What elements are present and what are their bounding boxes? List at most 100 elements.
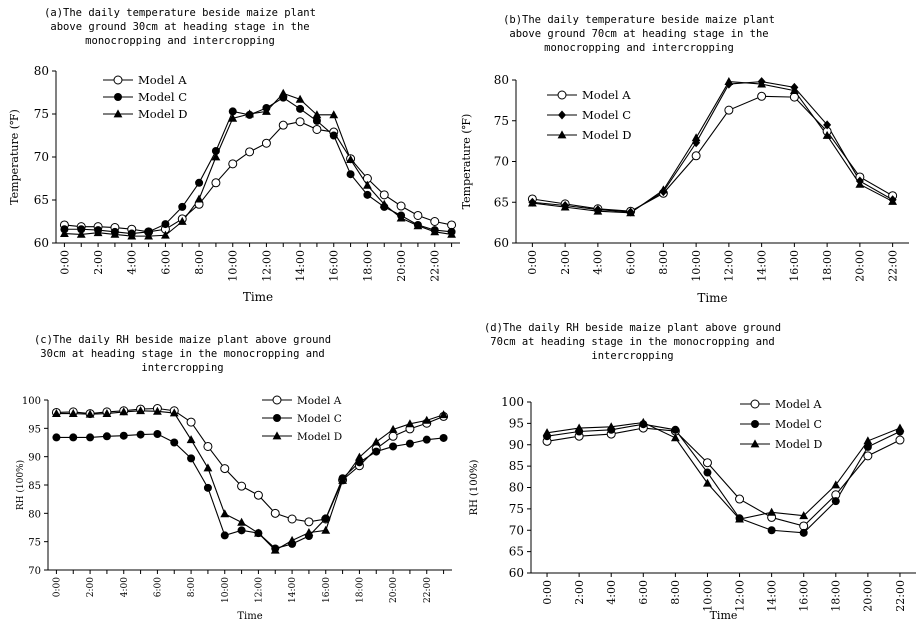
chart-a-legend-marker	[114, 93, 122, 101]
chart-a-x-tick-label: 20:00	[395, 250, 408, 282]
chart-c-rh-30cm: (c)The daily RH beside maize plant above…	[0, 315, 460, 626]
chart-b-legend-label: Model D	[582, 128, 631, 142]
chart-a-series-1-point	[245, 147, 255, 157]
chart-b-series-3-point	[822, 130, 832, 139]
chart-c-x-tick-label: 8:00	[187, 577, 197, 597]
chart-c-series-2-point	[170, 438, 179, 447]
chart-b-y-axis-label: Temperature (℉)	[460, 114, 473, 210]
chart-a-y-tick-label: 80	[34, 64, 49, 78]
chart-c-x-tick-label: 10:00	[221, 577, 231, 603]
chart-a-series-3-point	[228, 113, 238, 122]
chart-b-series-3-point	[789, 85, 799, 94]
chart-a-series-3-point	[363, 180, 372, 189]
chart-d-series-2-point	[799, 528, 808, 537]
chart-a-series-2-point	[363, 190, 372, 199]
chart-c-series-3-point	[371, 437, 381, 446]
chart-b-y-tick-label: 65	[494, 195, 509, 209]
chart-c-x-tick-label: 12:00	[255, 577, 265, 603]
chart-c-y-tick-label: 80	[28, 509, 41, 520]
chart-c-series-2-point	[52, 433, 61, 442]
chart-c-series-3-point	[270, 545, 280, 554]
chart-a-series-1-point	[211, 178, 221, 188]
chart-c-x-tick-label: 16:00	[322, 577, 332, 603]
chart-a-series-3-point	[60, 228, 69, 237]
chart-c-series-2-point	[220, 531, 229, 540]
chart-b-x-tick-label: 2:00	[559, 250, 572, 275]
chart-d-y-tick-label: 60	[509, 566, 524, 580]
chart-b-legend-label: Model C	[582, 108, 631, 122]
chart-d-series-1-point	[799, 521, 809, 531]
chart-a-series-3-point	[278, 88, 288, 97]
chart-d-series-3-point	[735, 514, 744, 523]
chart-c-series-line-3	[56, 410, 444, 551]
chart-a-series-2-point	[312, 116, 321, 125]
chart-c-series-2-point	[86, 433, 95, 442]
chart-c-title-line-1: (c)The daily RH beside maize plant above…	[33, 334, 332, 346]
chart-c-series-2-point	[102, 432, 111, 441]
chart-c-y-tick-label: 95	[28, 424, 41, 435]
chart-d-x-tick-label: 6:00	[637, 580, 650, 605]
chart-d-plot: 60 65 70 75 80 85 90 95 100 0:00 2:00 4:00 6:00 8:00 1…	[469, 395, 916, 622]
chart-a-series-line-1	[64, 121, 452, 233]
chart-a-series-2-point	[77, 225, 86, 234]
chart-c-series-2-point	[136, 430, 145, 439]
chart-d-y-tick-label: 80	[509, 481, 524, 495]
chart-b-series-1-point	[691, 151, 701, 161]
chart-a-series-1-point	[430, 217, 440, 226]
chart-b-legend-marker	[557, 130, 567, 139]
chart-d-x-tick-label: 8:00	[669, 580, 682, 605]
chart-a-y-tick-label: 60	[34, 236, 49, 250]
chart-c-series-3-point	[254, 528, 263, 537]
chart-b-series-3-point	[527, 198, 537, 207]
chart-a-series-2-point	[296, 104, 305, 113]
chart-b-y-tick-label: 80	[494, 73, 509, 87]
chart-c-legend-marker	[273, 414, 281, 422]
chart-d-x-axis-label: Time	[710, 609, 738, 622]
chart-c-series-1-point	[186, 417, 196, 427]
chart-d-y-tick-label: 95	[509, 416, 524, 430]
chart-a-series-3-point	[396, 213, 406, 222]
chart-a-x-tick-label: 8:00	[193, 250, 206, 275]
chart-d-legend-marker	[750, 399, 760, 409]
chart-c-y-tick-label: 75	[28, 538, 41, 549]
chart-a-series-2-point	[178, 202, 187, 211]
chart-c-series-2-point	[69, 433, 78, 442]
chart-d-title-line-2: 70cm at heading stage in the monocroppin…	[490, 336, 775, 348]
chart-c-x-tick-label: 4:00	[120, 577, 130, 597]
chart-c-title-line-2: 30cm at heading stage in the monocroppin…	[40, 348, 325, 360]
chart-b-x-tick-label: 18:00	[821, 250, 834, 282]
chart-c-series-3-point	[422, 415, 432, 424]
chart-c-series-1-point	[203, 441, 213, 451]
chart-d-series-3-point	[542, 428, 552, 437]
chart-a-series-3-point	[76, 229, 86, 238]
chart-a-legend-marker	[113, 109, 123, 118]
chart-b-legend-marker	[557, 90, 567, 100]
chart-c-series-3-point	[68, 409, 78, 417]
chart-c-series-3-point	[388, 424, 398, 433]
chart-d-y-tick-label: 100	[501, 395, 524, 409]
chart-c-x-tick-label: 2:00	[86, 577, 96, 597]
chart-a-series-1-point	[447, 220, 457, 230]
chart-b-x-tick-label: 20:00	[854, 250, 867, 282]
chart-b-title-line-3: monocropping and intercropping	[544, 42, 734, 54]
chart-c-y-tick-label: 85	[28, 481, 41, 492]
chart-a-series-3-point	[262, 106, 271, 115]
chart-d-y-tick-label: 90	[509, 438, 524, 452]
chart-a-series-3-point	[194, 194, 204, 203]
chart-b-title-line-2: above ground 70cm at heading stage in th…	[509, 28, 769, 40]
chart-b-x-tick-label: 22:00	[886, 250, 899, 282]
chart-d-legend-label: Model D	[775, 438, 822, 451]
chart-c-series-1-point	[304, 517, 314, 527]
chart-a-series-2-point	[195, 178, 204, 187]
chart-d-series-1-point	[895, 435, 905, 445]
chart-c-series-3-point	[169, 408, 179, 417]
chart-c-y-tick-label: 100	[22, 396, 41, 407]
chart-a-series-1-point	[278, 120, 288, 130]
chart-b-series-line-2	[532, 81, 893, 213]
chart-a-series-2-point	[228, 107, 237, 116]
chart-d-series-3-point	[799, 511, 809, 520]
chart-a-series-3-point	[295, 94, 305, 103]
chart-a-series-3-point	[346, 154, 355, 163]
chart-a-y-tick-label: 65	[34, 193, 49, 207]
chart-b-x-tick-label: 4:00	[592, 250, 605, 275]
